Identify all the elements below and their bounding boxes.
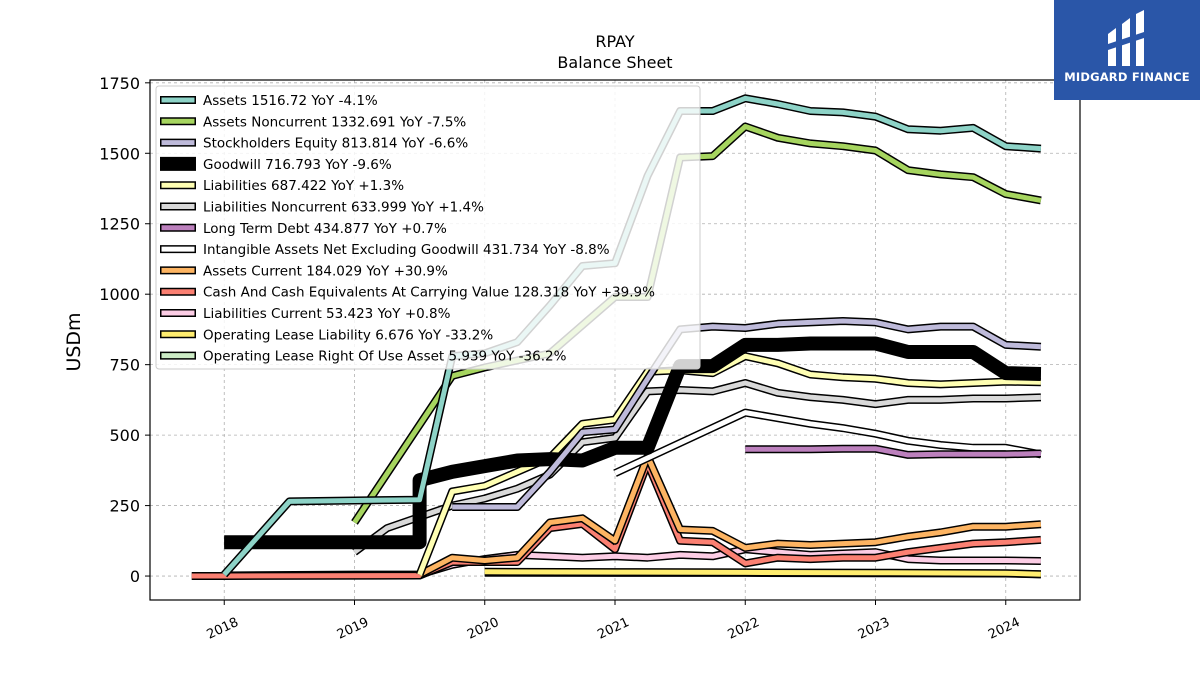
legend-item: Cash And Cash Equivalents At Carrying Va…: [160, 285, 655, 301]
y-tick-label: 1750: [99, 74, 140, 93]
series-liabilities: [415, 352, 1041, 577]
brand-logo: MIDGARD FINANCE: [1054, 0, 1200, 100]
x-tick-label: 2019: [335, 615, 371, 643]
legend-label: Assets 1516.72 YoY -4.1%: [203, 93, 378, 109]
legend-label: Long Term Debt 434.877 YoY +0.7%: [203, 221, 447, 237]
legend-item: Operating Lease Liability 6.676 YoY -33.…: [160, 327, 493, 343]
x-tick-label: 2022: [726, 615, 762, 643]
legend-item: Liabilities Current 53.423 YoY +0.8%: [160, 306, 451, 322]
series-line: [745, 446, 1041, 458]
legend-item: Liabilities Noncurrent 633.999 YoY +1.4%: [160, 200, 484, 216]
legend-label: Liabilities Current 53.423 YoY +0.8%: [203, 306, 451, 322]
series-line: [484, 569, 1041, 577]
x-tick-label: 2020: [465, 615, 501, 643]
legend-label: Goodwill 716.793 YoY -9.6%: [203, 157, 392, 173]
chart-subtitle: Balance Sheet: [557, 53, 672, 72]
legend-label: Intangible Assets Net Excluding Goodwill…: [203, 242, 610, 258]
x-tick-label: 2018: [205, 615, 241, 643]
y-tick-label: 500: [109, 426, 140, 445]
legend-label: Assets Noncurrent 1332.691 YoY -7.5%: [203, 114, 466, 130]
y-tick-label: 1500: [99, 144, 140, 163]
series-stockholders-equity: [452, 317, 1042, 511]
legend-label: Operating Lease Right Of Use Asset 5.939…: [203, 349, 567, 365]
legend-label: Assets Current 184.029 YoY +30.9%: [203, 263, 448, 279]
x-tick-label: 2021: [595, 615, 631, 643]
series-line: [353, 380, 1041, 555]
series-long-term-debt: [745, 444, 1041, 459]
legend-label: Liabilities 687.422 YoY +1.3%: [203, 178, 404, 194]
legend-item: Operating Lease Right Of Use Asset 5.939…: [160, 349, 567, 365]
legend-box: [155, 85, 701, 370]
series-assets-current: [417, 452, 1042, 579]
legend-item: Liabilities 687.422 YoY +1.3%: [160, 178, 404, 194]
legend-item: Stockholders Equity 813.814 YoY -6.6%: [160, 136, 468, 152]
legend-item: Goodwill 716.793 YoY -9.6%: [160, 156, 392, 173]
series-line: [613, 410, 1042, 476]
legend-item: Assets Noncurrent 1332.691 YoY -7.5%: [160, 114, 466, 130]
series-line: [417, 353, 1041, 576]
series-liabilities-noncurrent: [352, 379, 1042, 556]
x-tick-label: 2023: [856, 615, 892, 643]
x-tick-label: 2024: [986, 615, 1022, 643]
y-axis-label: USDm: [63, 312, 85, 371]
legend-item: Assets 1516.72 YoY -4.1%: [160, 93, 378, 109]
chart-title: RPAY: [595, 32, 634, 51]
legend-label: Liabilities Noncurrent 633.999 YoY +1.4%: [203, 200, 484, 216]
series-line: [452, 318, 1042, 510]
legend-label: Operating Lease Liability 6.676 YoY -33.…: [203, 327, 493, 343]
series-intangible-assets-net-excluding-goodwill: [613, 408, 1042, 477]
legend-item: Assets Current 184.029 YoY +30.9%: [160, 263, 448, 279]
legend-label: Stockholders Equity 813.814 YoY -6.6%: [203, 136, 468, 152]
brand-name: MIDGARD FINANCE: [1064, 70, 1190, 84]
series-operating-lease-liability: [484, 567, 1042, 579]
y-tick-label: 0: [130, 567, 140, 586]
series-line: [418, 453, 1042, 577]
brand-mark-icon: [1108, 10, 1144, 66]
legend-item: Long Term Debt 434.877 YoY +0.7%: [160, 221, 447, 237]
y-tick-label: 1250: [99, 215, 140, 234]
legend-label: Cash And Cash Equivalents At Carrying Va…: [203, 285, 655, 301]
y-tick-label: 1000: [99, 285, 140, 304]
y-tick-label: 250: [109, 497, 140, 516]
y-tick-label: 750: [109, 356, 140, 375]
legend-item: Intangible Assets Net Excluding Goodwill…: [160, 242, 610, 258]
legend: Assets 1516.72 YoY -4.1% Assets Noncurren…: [155, 85, 701, 370]
plot-frame: [149, 79, 1081, 601]
